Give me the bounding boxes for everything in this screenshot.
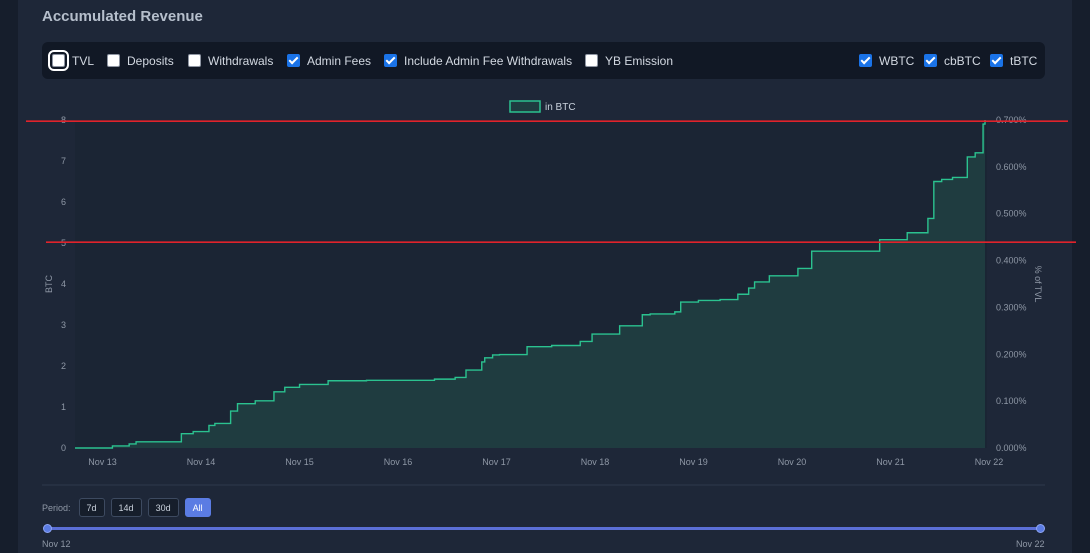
filter-label: Withdrawals [208,53,274,68]
filter-bar: TVL Deposits Withdrawals Admin Fees Incl… [42,42,1045,79]
range-start-date: Nov 12 [42,539,71,549]
checkbox[interactable] [107,54,120,67]
y2-tick-label: 0.000% [996,443,1027,453]
period-14d-button[interactable]: 14d [110,498,142,517]
y-tick-label: 3 [61,320,66,330]
asset-label: cbBTC [944,53,981,68]
filter-deposits[interactable]: Deposits [107,42,174,79]
x-tick-label: Nov 18 [581,457,610,467]
asset-cbbtc[interactable]: cbBTC [924,42,981,79]
checkbox[interactable] [188,54,201,67]
checkbox[interactable] [990,54,1003,67]
filter-include-admin-fee-withdrawals[interactable]: Include Admin Fee Withdrawals [384,42,572,79]
filter-label: Include Admin Fee Withdrawals [404,53,573,68]
period-7d-button[interactable]: 7d [78,498,105,517]
filter-yb-emission[interactable]: YB Emission [585,42,673,79]
range-start-handle[interactable] [43,524,52,533]
y2-tick-label: 0.400% [996,256,1027,266]
y-tick-label: 1 [61,402,66,412]
y2-tick-label: 0.700% [996,115,1027,125]
filter-label: Admin Fees [307,53,372,68]
y2-tick-label: 0.300% [996,302,1027,312]
y-tick-label: 5 [61,238,66,248]
y-tick-label: 4 [61,279,66,289]
y-tick-label: 2 [61,361,66,371]
y2-tick-label: 0.600% [996,162,1027,172]
x-tick-label: Nov 14 [187,457,216,467]
x-tick-label: Nov 20 [778,457,807,467]
asset-label: tBTC [1010,53,1038,68]
checkbox[interactable] [585,54,598,67]
filter-label: YB Emission [605,53,674,68]
filter-admin-fees[interactable]: Admin Fees [287,42,371,79]
filter-label: TVL [72,53,95,68]
x-tick-label: Nov 17 [482,457,511,467]
y-tick-label: 8 [61,115,66,125]
legend-label: in BTC [545,102,576,113]
series-area [75,120,986,448]
range-slider-track[interactable] [47,527,1040,530]
period-label: Period: [42,502,71,513]
asset-wbtc[interactable]: WBTC [859,42,914,79]
revenue-chart: 0 1 2 3 4 5 6 7 8 0.000% 0.100% 0.200% 0.300% 0.400% 0… [26,100,1076,486]
asset-label: WBTC [879,53,915,68]
checkbox[interactable] [287,54,300,67]
legend-swatch [509,100,541,113]
checkbox[interactable] [48,50,69,71]
y-tick-label: 0 [61,443,66,453]
range-end-date: Nov 22 [1016,539,1045,549]
y2-tick-label: 0.100% [996,396,1027,406]
range-end-handle[interactable] [1036,524,1045,533]
filter-tvl[interactable]: TVL [48,42,95,79]
checkbox[interactable] [924,54,937,67]
checkbox[interactable] [859,54,872,67]
series-line [75,120,986,449]
period-selector: Period: 7d 14d 30d All [42,498,211,517]
x-tick-label: Nov 19 [679,457,708,467]
y-tick-label: 6 [61,197,66,207]
checkbox[interactable] [384,54,397,67]
x-tick-label: Nov 13 [88,457,117,467]
period-30d-button[interactable]: 30d [147,498,179,517]
period-all-button[interactable]: All [184,498,211,517]
x-tick-label: Nov 21 [876,457,905,467]
y-axis-label: BTC [44,274,54,293]
page-title: Accumulated Revenue [42,8,203,25]
filter-label: Deposits [127,53,174,68]
asset-tbtc[interactable]: tBTC [990,42,1037,79]
filter-withdrawals[interactable]: Withdrawals [188,42,273,79]
y-tick-label: 7 [61,156,66,166]
y2-tick-label: 0.200% [996,349,1027,359]
x-tick-label: Nov 16 [384,457,413,467]
x-tick-label: Nov 22 [975,457,1004,467]
y2-tick-label: 0.500% [996,209,1027,219]
y2-axis-label: % of TVL [1033,266,1043,303]
x-tick-label: Nov 15 [285,457,314,467]
